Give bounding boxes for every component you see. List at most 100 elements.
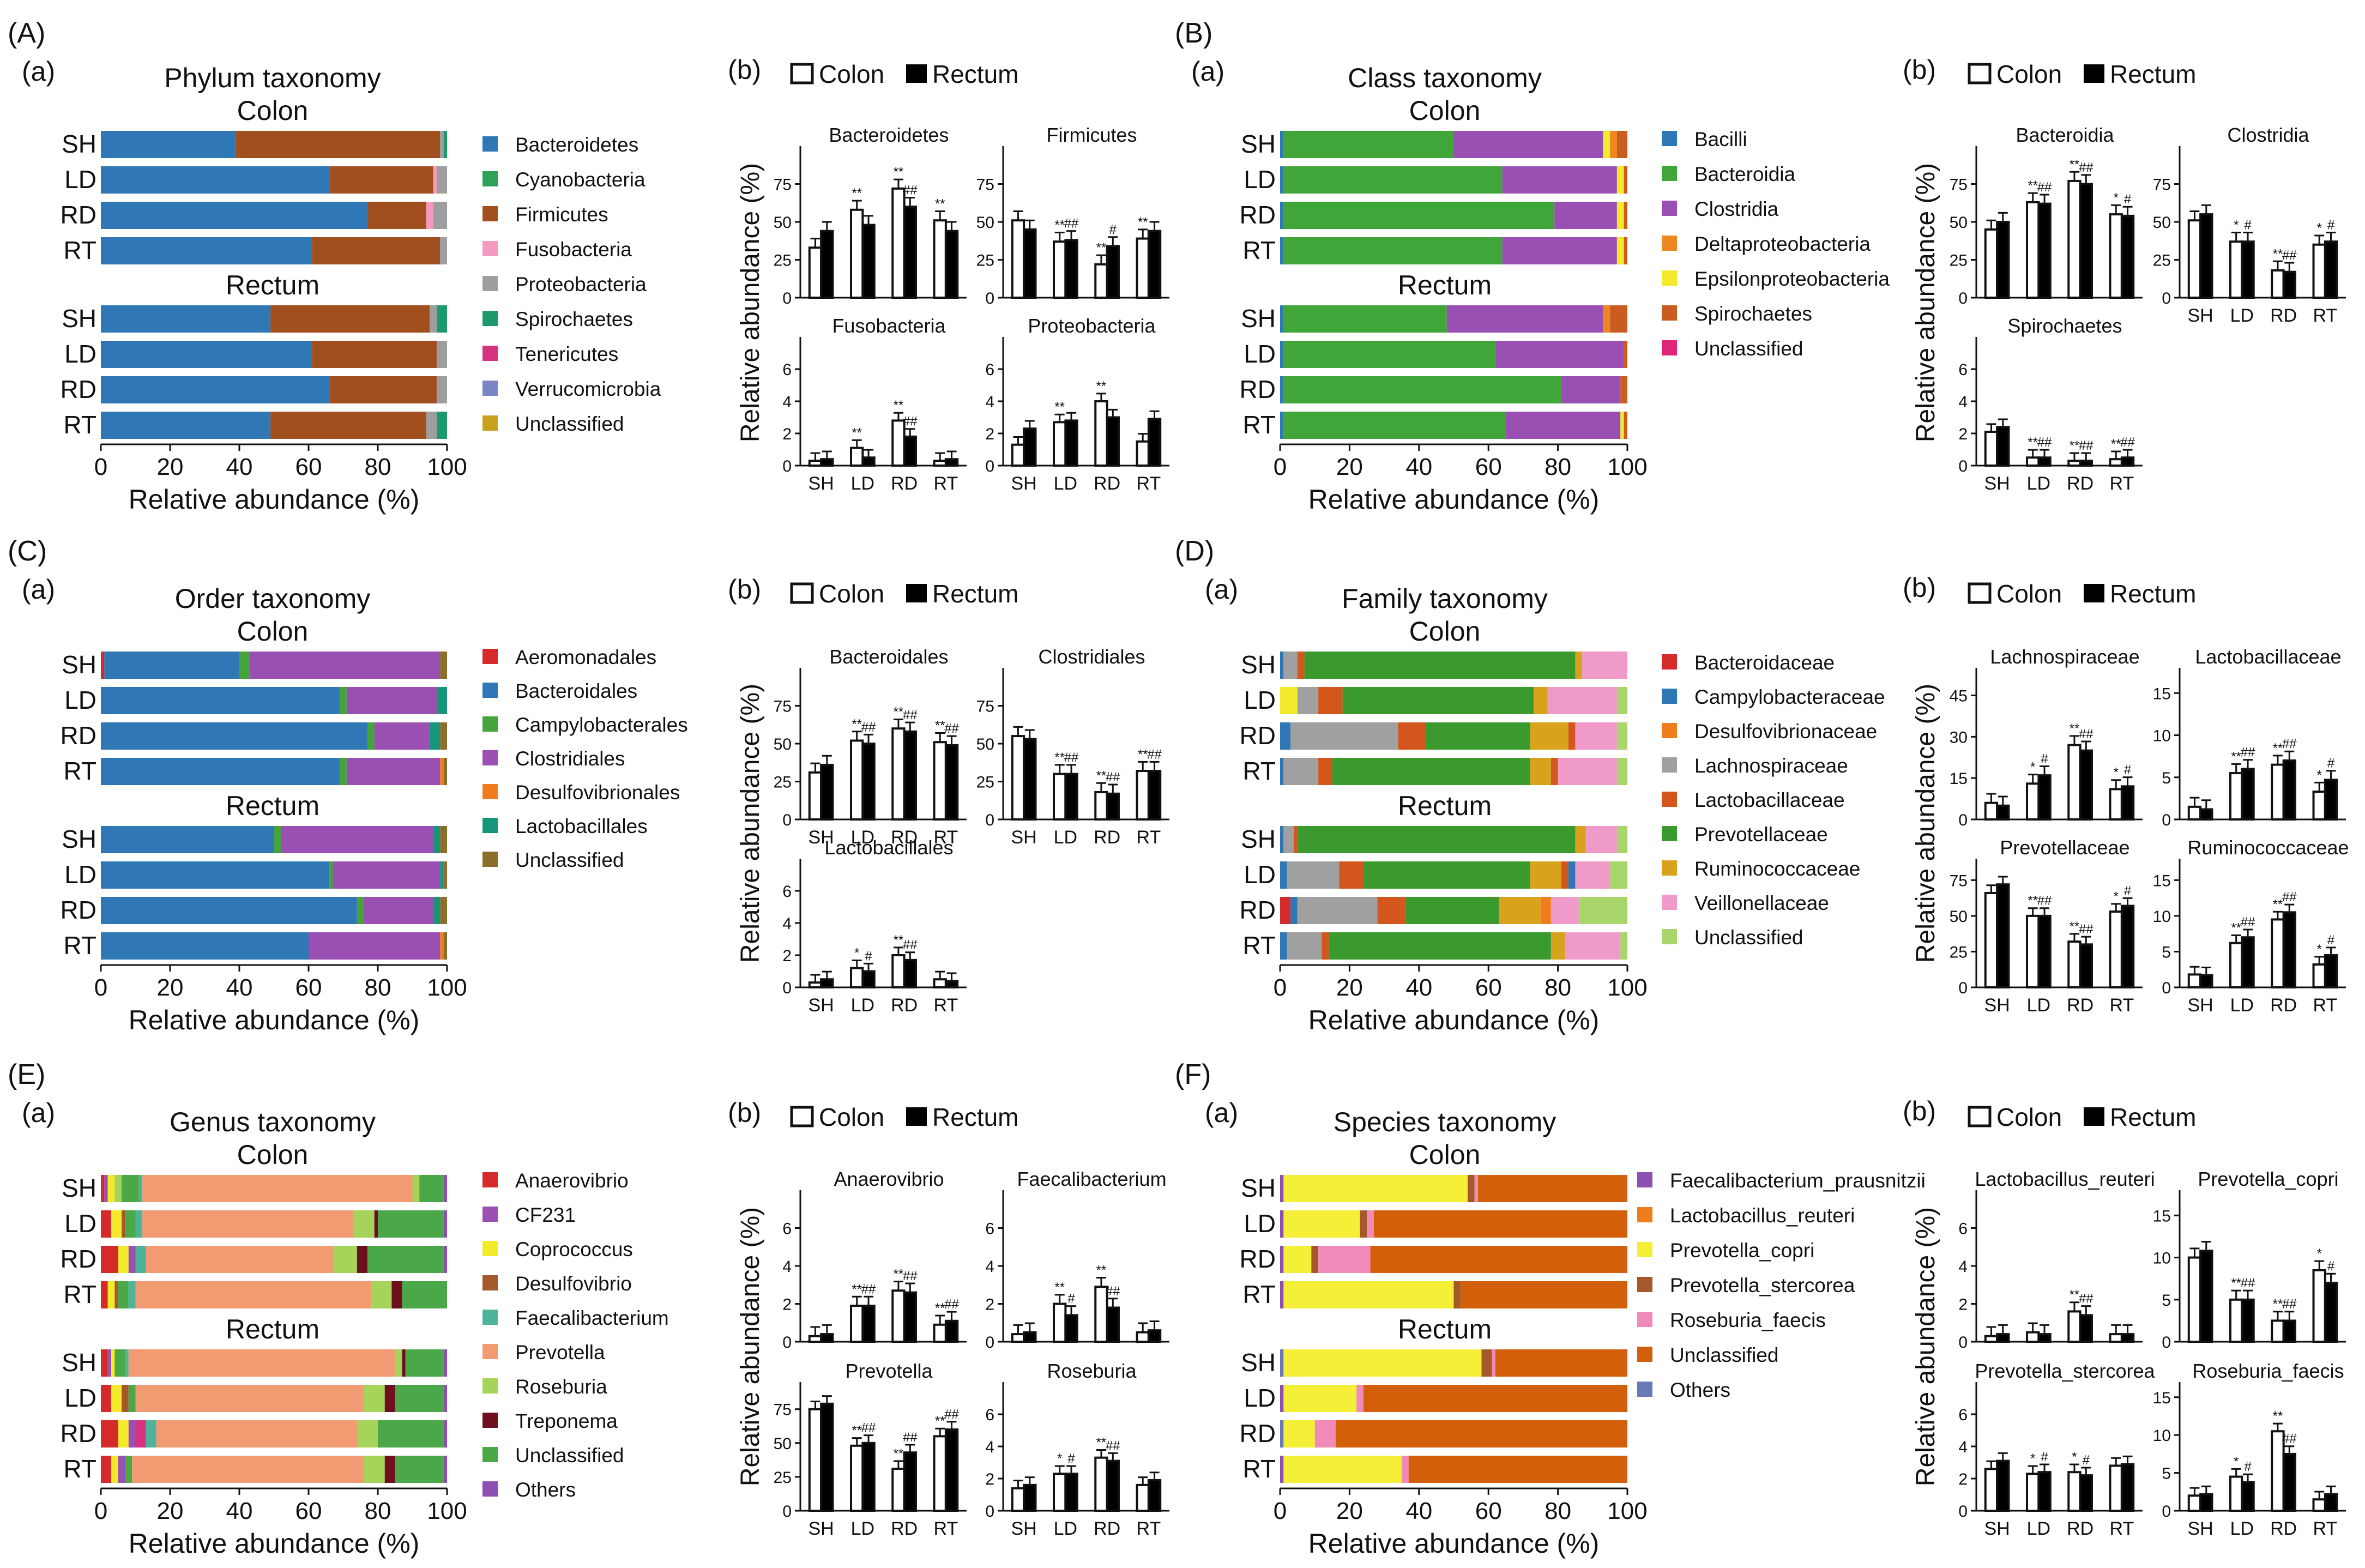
stack-segment (333, 1246, 357, 1273)
stack-segment (346, 758, 441, 785)
row-label: LD (64, 860, 96, 889)
row-label: RT (64, 1280, 97, 1308)
significance-mark: ## (2282, 248, 2297, 263)
legend-label: Unclassified (1694, 926, 1803, 949)
legend-label-colon: Colon (819, 580, 884, 608)
stack-segment (111, 1385, 122, 1412)
grouped-panel: Colon Rectum Relative abundance (%) Lactoba… (1911, 1103, 2346, 1539)
stack-segment (1624, 202, 1627, 229)
y-tick-label: 4 (1958, 1258, 1968, 1276)
significance-mark: * (2317, 942, 2322, 957)
legend-swatch (482, 818, 498, 833)
legend-swatch-colon (1968, 582, 1992, 604)
stack-segment (146, 1420, 156, 1448)
bar-colon (1984, 431, 1999, 467)
bar-rectum (2079, 749, 2093, 821)
subplot-title: Spirochaetes (2007, 315, 2122, 337)
stack-segment (250, 652, 441, 679)
y-tick-label: 10 (2153, 908, 2171, 926)
x-tick-label: 60 (295, 974, 322, 1001)
subplot-title: Firmicutes (1046, 124, 1137, 146)
stack-segment (1335, 1420, 1627, 1448)
legend-swatch (1662, 305, 1677, 321)
x-tick-label: 20 (1336, 1498, 1363, 1524)
group-label: Rectum (226, 1314, 319, 1344)
x-axis-label: Relative abundance (%) (1308, 1528, 1600, 1559)
panel-label-B-a: (a) (1191, 56, 1224, 87)
stack-segment (1280, 305, 1284, 333)
y-tick-label: 2 (985, 1470, 994, 1488)
significance-mark: ** (894, 1267, 904, 1281)
stack-segment (1585, 826, 1617, 853)
bar-colon (1011, 735, 1025, 821)
legend-label: Desulfovibrionales (515, 781, 680, 804)
x-tick-label: 80 (1545, 454, 1571, 480)
bar-colon (2229, 942, 2243, 988)
significance-mark: # (2327, 933, 2335, 948)
stack-segment (1446, 305, 1603, 333)
row-label: RD (1240, 721, 1276, 750)
stack-segment (101, 1349, 108, 1377)
stack-segment (101, 1281, 108, 1308)
bar-colon (1094, 263, 1108, 299)
stack-segment (1287, 932, 1322, 960)
stack-segment (1616, 758, 1627, 785)
significance-mark: ## (2079, 727, 2093, 741)
bar-rectum (2120, 785, 2135, 821)
panel-label-B: (B) (1175, 17, 1212, 49)
stack-segment (433, 202, 447, 229)
y-tick-label: 15 (2153, 685, 2171, 703)
row-label: RD (1240, 1245, 1276, 1273)
stack-segment (391, 1281, 402, 1308)
legend-label: Unclassified (515, 413, 624, 435)
legend-label-colon: Colon (1996, 580, 2062, 608)
stack-segment (1280, 758, 1284, 785)
bar-rectum (2324, 1493, 2338, 1512)
legend-label: Spirochaetes (515, 308, 633, 330)
panel-label-E: (E) (8, 1059, 45, 1090)
bar-colon (1053, 1473, 1067, 1512)
bar-colon (2187, 1494, 2202, 1512)
legend-swatch (482, 649, 498, 664)
significance-mark: ** (1138, 215, 1148, 230)
stack-segment (104, 1175, 108, 1202)
significance-mark: ** (894, 933, 904, 948)
y-tick-label: 10 (2153, 727, 2171, 745)
x-tick-label: 100 (1607, 454, 1647, 480)
x-tick-label: LD (2027, 995, 2050, 1016)
y-tick-label: 50 (976, 735, 994, 753)
x-tick-label: RT (2110, 995, 2134, 1016)
bar-rectum (2079, 1314, 2093, 1343)
group-label: Rectum (1398, 1314, 1492, 1344)
stack-segment (236, 131, 441, 158)
stack-segment (135, 1246, 146, 1273)
significance-mark: ## (2037, 435, 2052, 450)
stack-segment (1280, 1175, 1284, 1202)
bar-colon (2067, 1310, 2082, 1343)
row-label: LD (1244, 686, 1276, 714)
bar-rectum (2120, 214, 2135, 299)
significance-mark: ## (944, 1297, 959, 1312)
panel-label-F-b: (b) (1903, 1096, 1936, 1126)
subplot-title: Anaerovibrio (834, 1168, 944, 1190)
stack-segment (1568, 861, 1576, 889)
y-axis-label: Relative abundance (%) (736, 684, 765, 963)
bar-colon (808, 771, 823, 821)
group-label: Colon (1409, 1139, 1481, 1170)
stack-segment (374, 722, 430, 750)
y-tick-label: 0 (985, 290, 994, 307)
row-label: RD (61, 375, 96, 403)
stack-segment (1624, 412, 1627, 439)
stack-segment (1554, 202, 1617, 229)
row-label: SH (62, 304, 96, 333)
legend-swatch (482, 346, 498, 361)
legend-swatch-colon (790, 63, 814, 85)
x-tick-label: 0 (94, 1498, 107, 1524)
bar-rectum (903, 1451, 917, 1512)
significance-mark: ## (2037, 180, 2052, 195)
x-tick-label: 100 (1607, 1498, 1647, 1524)
bar-rectum (1023, 1483, 1037, 1512)
significance-mark: # (2327, 756, 2335, 771)
stack-segment (135, 1385, 364, 1412)
